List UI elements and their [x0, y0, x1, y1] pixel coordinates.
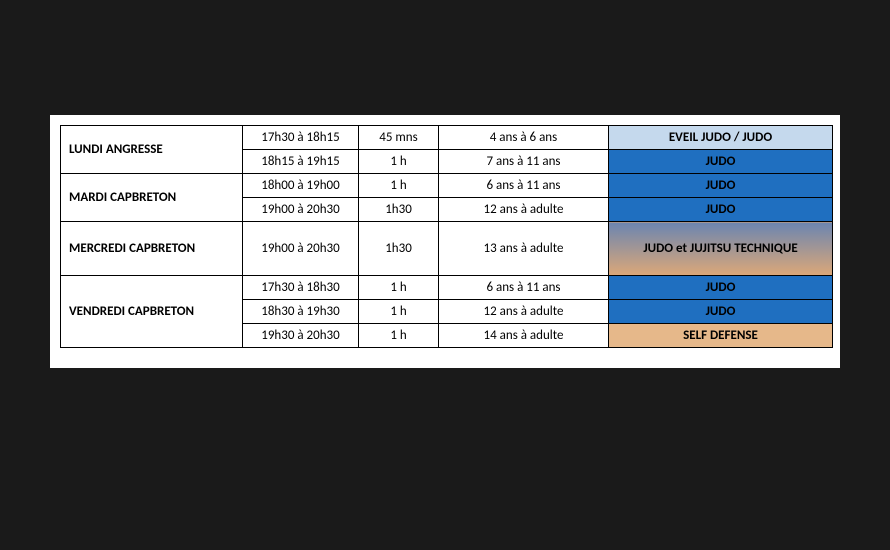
activity-cell: JUDO et JUJITSU TECHNIQUE: [609, 222, 833, 276]
schedule-table: LUNDI ANGRESSE17h30 à 18h1545 mns4 ans à…: [60, 125, 833, 348]
schedule-page: LUNDI ANGRESSE17h30 à 18h1545 mns4 ans à…: [50, 115, 840, 368]
duration-cell: 1 h: [359, 150, 439, 174]
age-cell: 12 ans à adulte: [439, 300, 609, 324]
time-cell: 19h00 à 20h30: [243, 198, 359, 222]
age-cell: 6 ans à 11 ans: [439, 174, 609, 198]
time-cell: 17h30 à 18h30: [243, 276, 359, 300]
table-row: MERCREDI CAPBRETON19h00 à 20h301h3013 an…: [61, 222, 833, 276]
activity-cell: JUDO: [609, 198, 833, 222]
activity-cell: JUDO: [609, 276, 833, 300]
age-cell: 12 ans à adulte: [439, 198, 609, 222]
time-cell: 18h30 à 19h30: [243, 300, 359, 324]
time-cell: 19h30 à 20h30: [243, 324, 359, 348]
age-cell: 13 ans à adulte: [439, 222, 609, 276]
duration-cell: 1 h: [359, 276, 439, 300]
age-cell: 14 ans à adulte: [439, 324, 609, 348]
time-cell: 18h15 à 19h15: [243, 150, 359, 174]
duration-cell: 45 mns: [359, 126, 439, 150]
activity-cell: JUDO: [609, 300, 833, 324]
time-cell: 19h00 à 20h30: [243, 222, 359, 276]
duration-cell: 1 h: [359, 174, 439, 198]
table-row: VENDREDI CAPBRETON17h30 à 18h301 h6 ans …: [61, 276, 833, 300]
time-cell: 17h30 à 18h15: [243, 126, 359, 150]
day-cell: MARDI CAPBRETON: [61, 174, 243, 222]
activity-cell: JUDO: [609, 174, 833, 198]
time-cell: 18h00 à 19h00: [243, 174, 359, 198]
day-cell: LUNDI ANGRESSE: [61, 126, 243, 174]
activity-cell: JUDO: [609, 150, 833, 174]
day-cell: MERCREDI CAPBRETON: [61, 222, 243, 276]
duration-cell: 1h30: [359, 222, 439, 276]
age-cell: 6 ans à 11 ans: [439, 276, 609, 300]
table-row: MARDI CAPBRETON18h00 à 19h001 h6 ans à 1…: [61, 174, 833, 198]
day-cell: VENDREDI CAPBRETON: [61, 276, 243, 348]
duration-cell: 1 h: [359, 300, 439, 324]
age-cell: 4 ans à 6 ans: [439, 126, 609, 150]
duration-cell: 1 h: [359, 324, 439, 348]
duration-cell: 1h30: [359, 198, 439, 222]
activity-cell: EVEIL JUDO / JUDO: [609, 126, 833, 150]
age-cell: 7 ans à 11 ans: [439, 150, 609, 174]
activity-cell: SELF DEFENSE: [609, 324, 833, 348]
table-row: LUNDI ANGRESSE17h30 à 18h1545 mns4 ans à…: [61, 126, 833, 150]
